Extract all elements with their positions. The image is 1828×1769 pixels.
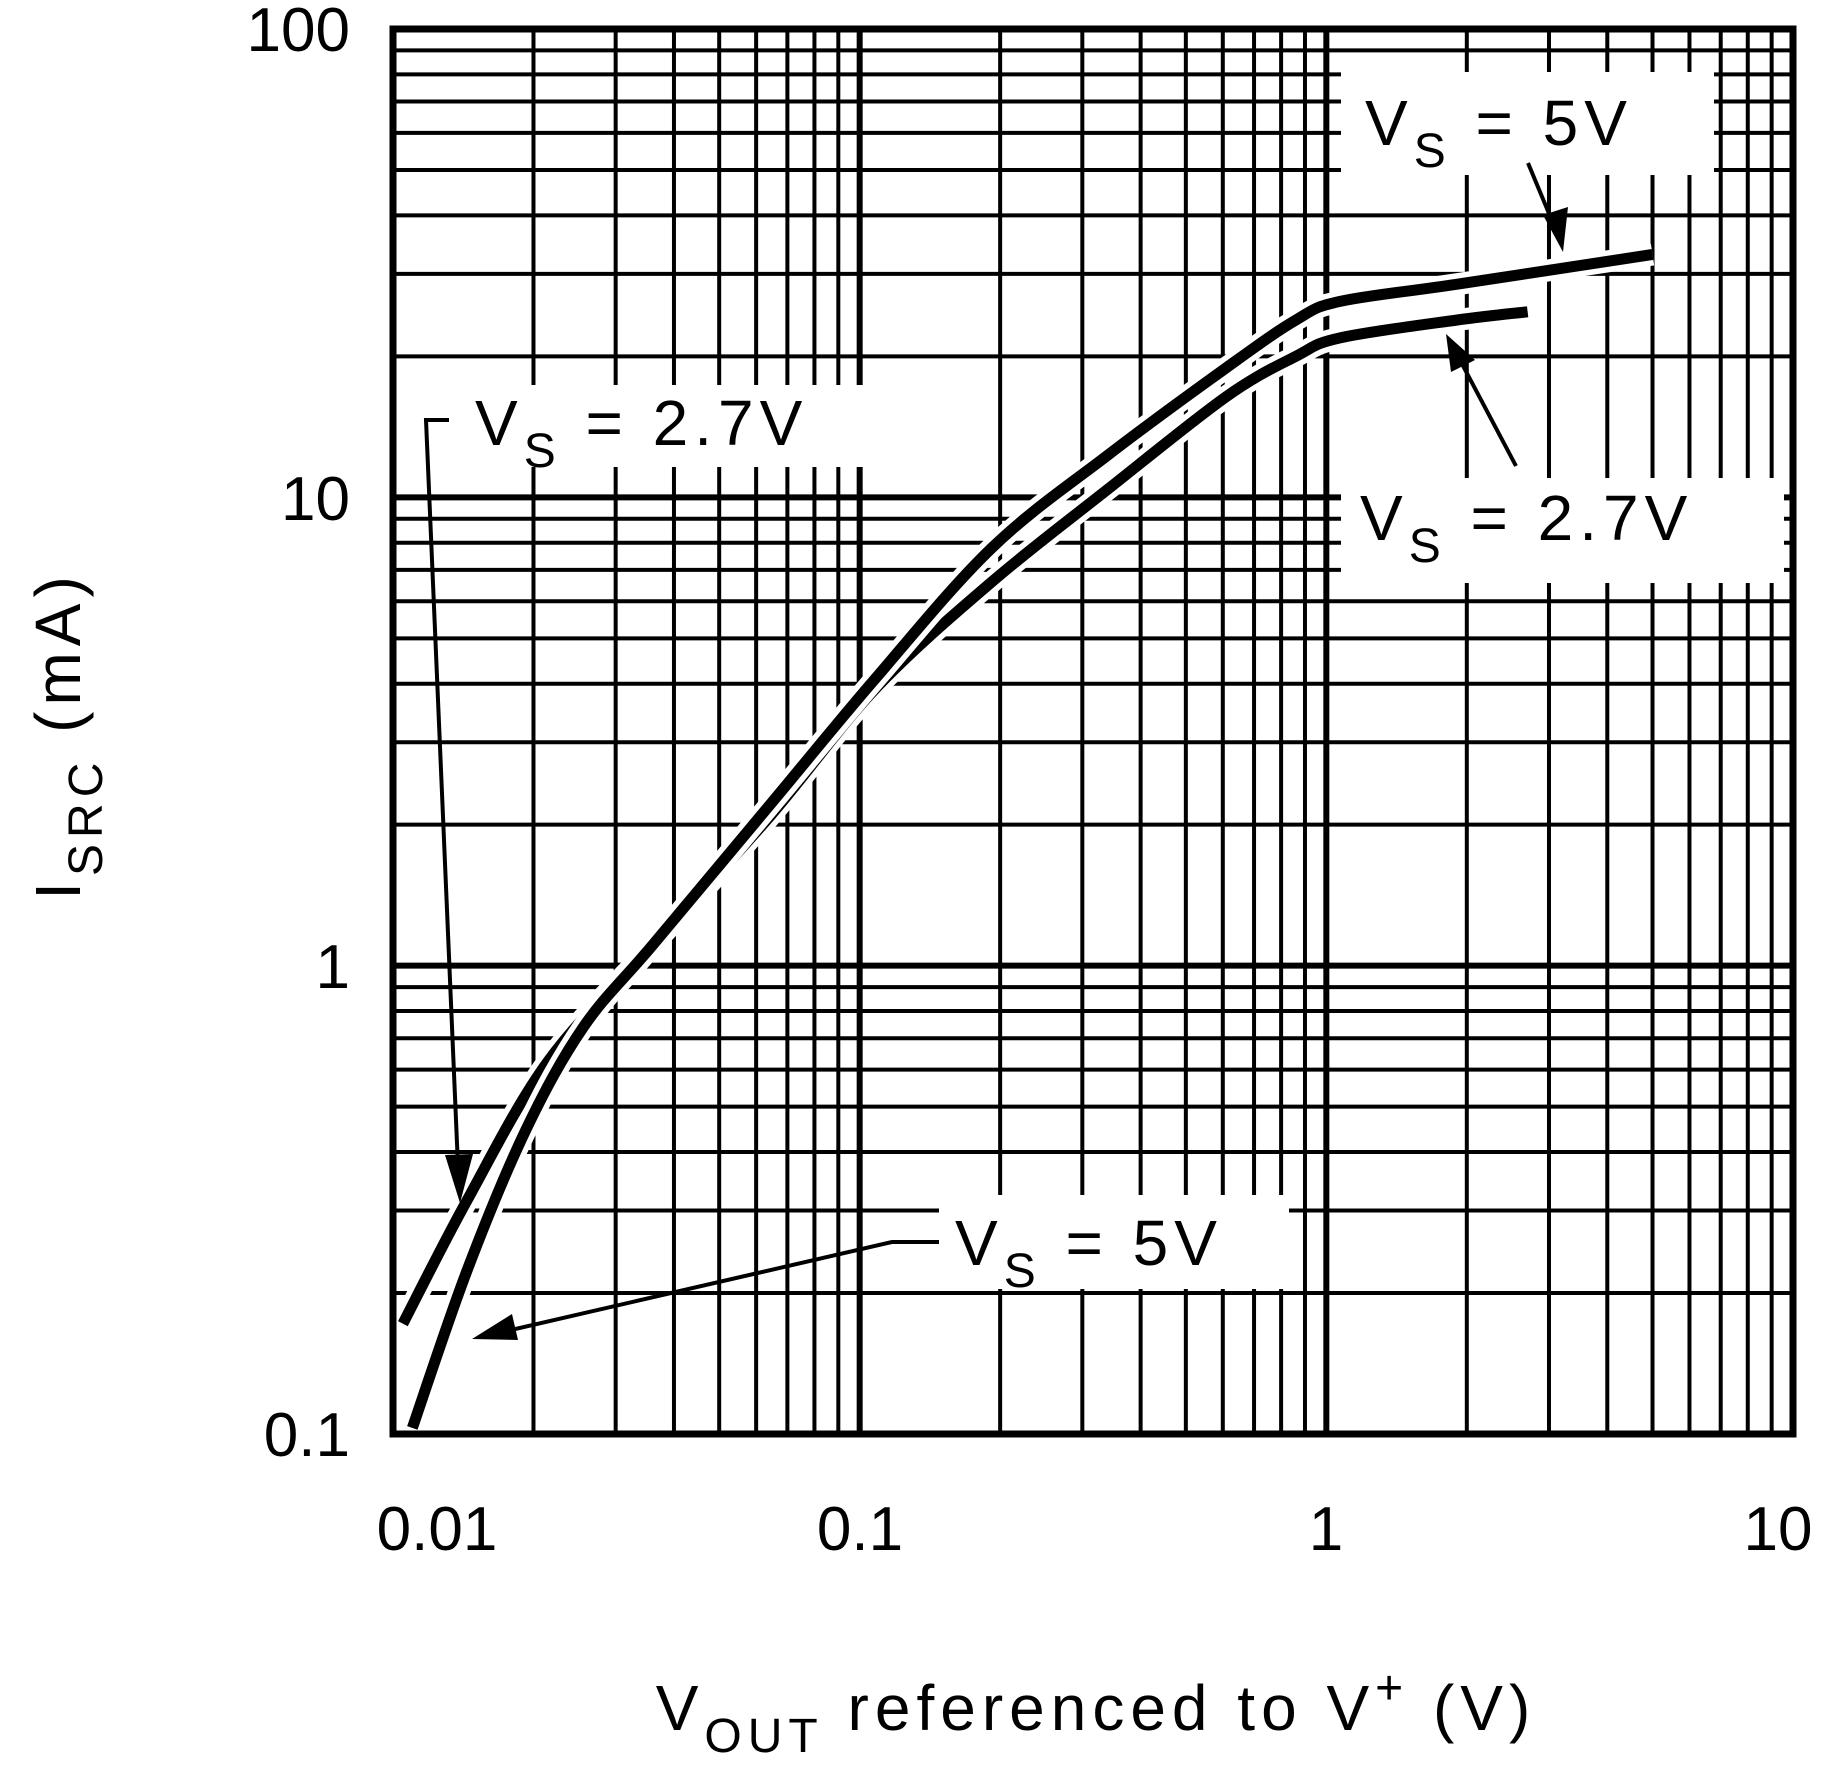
y-axis-label: ISRC (mA) [22,570,113,900]
y-tick-label: 100 [247,0,350,65]
plot-frame [389,25,1797,1438]
x-axis-label: VOUT referenced to V+ (V) [656,1662,1537,1763]
x-tick-label: 1 [1309,1495,1343,1564]
annotation-vs-2.7v-left: VS = 2.7V [445,385,875,478]
annotation-vs-5v-top: VS = 5V [1341,72,1714,178]
svg-text:VS = 5V: VS = 5V [955,1207,1223,1298]
annotation-vs-2.7v-right: VS = 2.7V [1341,478,1784,583]
arrowhead-icon [472,1314,518,1340]
svg-text:VS = 2.7V: VS = 2.7V [1360,482,1693,573]
x-tick-label: 0.01 [377,1495,498,1564]
y-tick-label: 10 [281,465,350,534]
arrow-vs-5v-bottom [484,1240,939,1338]
x-tick-label: 0.1 [817,1495,903,1564]
curves [393,243,1655,1432]
y-tick-label: 0.1 [264,1401,350,1470]
svg-text:VS = 5V: VS = 5V [1365,87,1633,178]
arrowhead-icon [1543,207,1568,252]
annotation-arrows [423,162,1568,1340]
arrow-vs-2.7v-left [423,418,461,1191]
svg-text:VS = 2.7V: VS = 2.7V [475,387,808,478]
series-line-vs-5v [407,249,1654,1430]
annotation-vs-5v-bottom: VS = 5V [939,1195,1289,1298]
series-line-vs-2.7v [398,306,1529,1327]
x-tick-label: 10 [1744,1495,1813,1564]
arrowhead-icon [1446,334,1475,372]
arrowhead-icon [445,1154,473,1203]
y-tick-label: 1 [316,933,350,1002]
